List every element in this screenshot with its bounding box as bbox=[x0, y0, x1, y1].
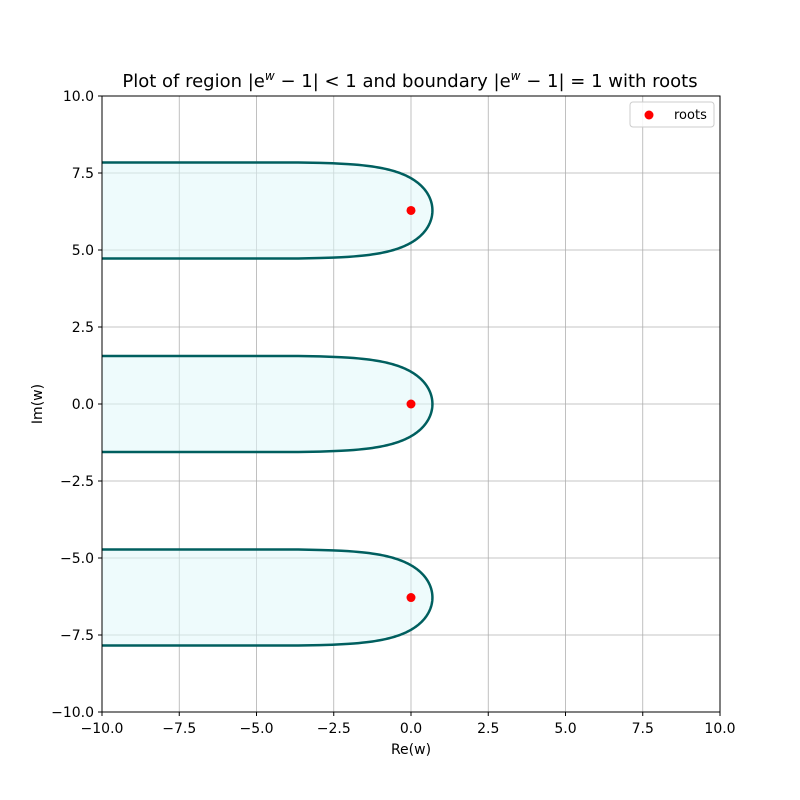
legend-marker bbox=[644, 110, 654, 120]
y-tick-label: 10.0 bbox=[63, 89, 94, 105]
y-tick-label: −5.0 bbox=[60, 551, 94, 567]
x-tick-label: −2.5 bbox=[317, 721, 351, 737]
legend-box bbox=[629, 101, 715, 128]
chart-title-sup-1: w bbox=[265, 69, 275, 83]
chart-title-part-2: − 1| < 1 and boundary |e bbox=[275, 71, 511, 92]
x-tick-label: 10.0 bbox=[704, 721, 735, 737]
region-fill bbox=[102, 162, 433, 259]
y-tick-label: 7.5 bbox=[72, 166, 94, 182]
x-tick-label: 0.0 bbox=[400, 721, 422, 737]
y-tick-label: 2.5 bbox=[72, 320, 94, 336]
chart-title-part-1: Plot of region |e bbox=[122, 71, 265, 92]
boundary-curve bbox=[101, 161, 434, 260]
x-tick-label: 2.5 bbox=[477, 721, 499, 737]
root-point bbox=[406, 399, 416, 409]
x-tick-label: −7.5 bbox=[162, 721, 196, 737]
root-point bbox=[406, 593, 416, 603]
y-tick-label: 5.0 bbox=[72, 243, 94, 259]
y-tick-label: −10.0 bbox=[51, 705, 94, 721]
y-tick-label: −7.5 bbox=[60, 628, 94, 644]
region-fill bbox=[102, 549, 433, 646]
regions bbox=[101, 161, 434, 647]
root-point bbox=[406, 205, 416, 215]
roots bbox=[406, 205, 416, 603]
boundary-curve bbox=[101, 548, 434, 647]
x-tick-label: −10.0 bbox=[81, 721, 124, 737]
x-axis-label: Re(w) bbox=[391, 742, 431, 758]
y-tick-label: 0.0 bbox=[72, 397, 94, 413]
axis-ticks: −10.0 −7.5 −5.0 −2.5 0.0 2.5 5.0 7.5 10.0 −10.0 −7… bbox=[51, 89, 735, 737]
y-tick-label: −2.5 bbox=[60, 474, 94, 490]
chart-title-sup-2: w bbox=[511, 69, 521, 83]
legend: roots bbox=[629, 101, 715, 128]
region-fill bbox=[102, 356, 433, 452]
chart-title-part-3: − 1| = 1 with roots bbox=[521, 71, 698, 92]
legend-label: roots bbox=[674, 108, 707, 123]
chart-title: Plot of region |ew − 1| < 1 and boundary… bbox=[122, 69, 697, 92]
x-tick-label: 5.0 bbox=[554, 721, 576, 737]
y-axis-label: Im(w) bbox=[30, 384, 46, 424]
x-tick-label: 7.5 bbox=[632, 721, 654, 737]
x-tick-label: −5.0 bbox=[240, 721, 274, 737]
boundary-curve bbox=[101, 354, 434, 454]
